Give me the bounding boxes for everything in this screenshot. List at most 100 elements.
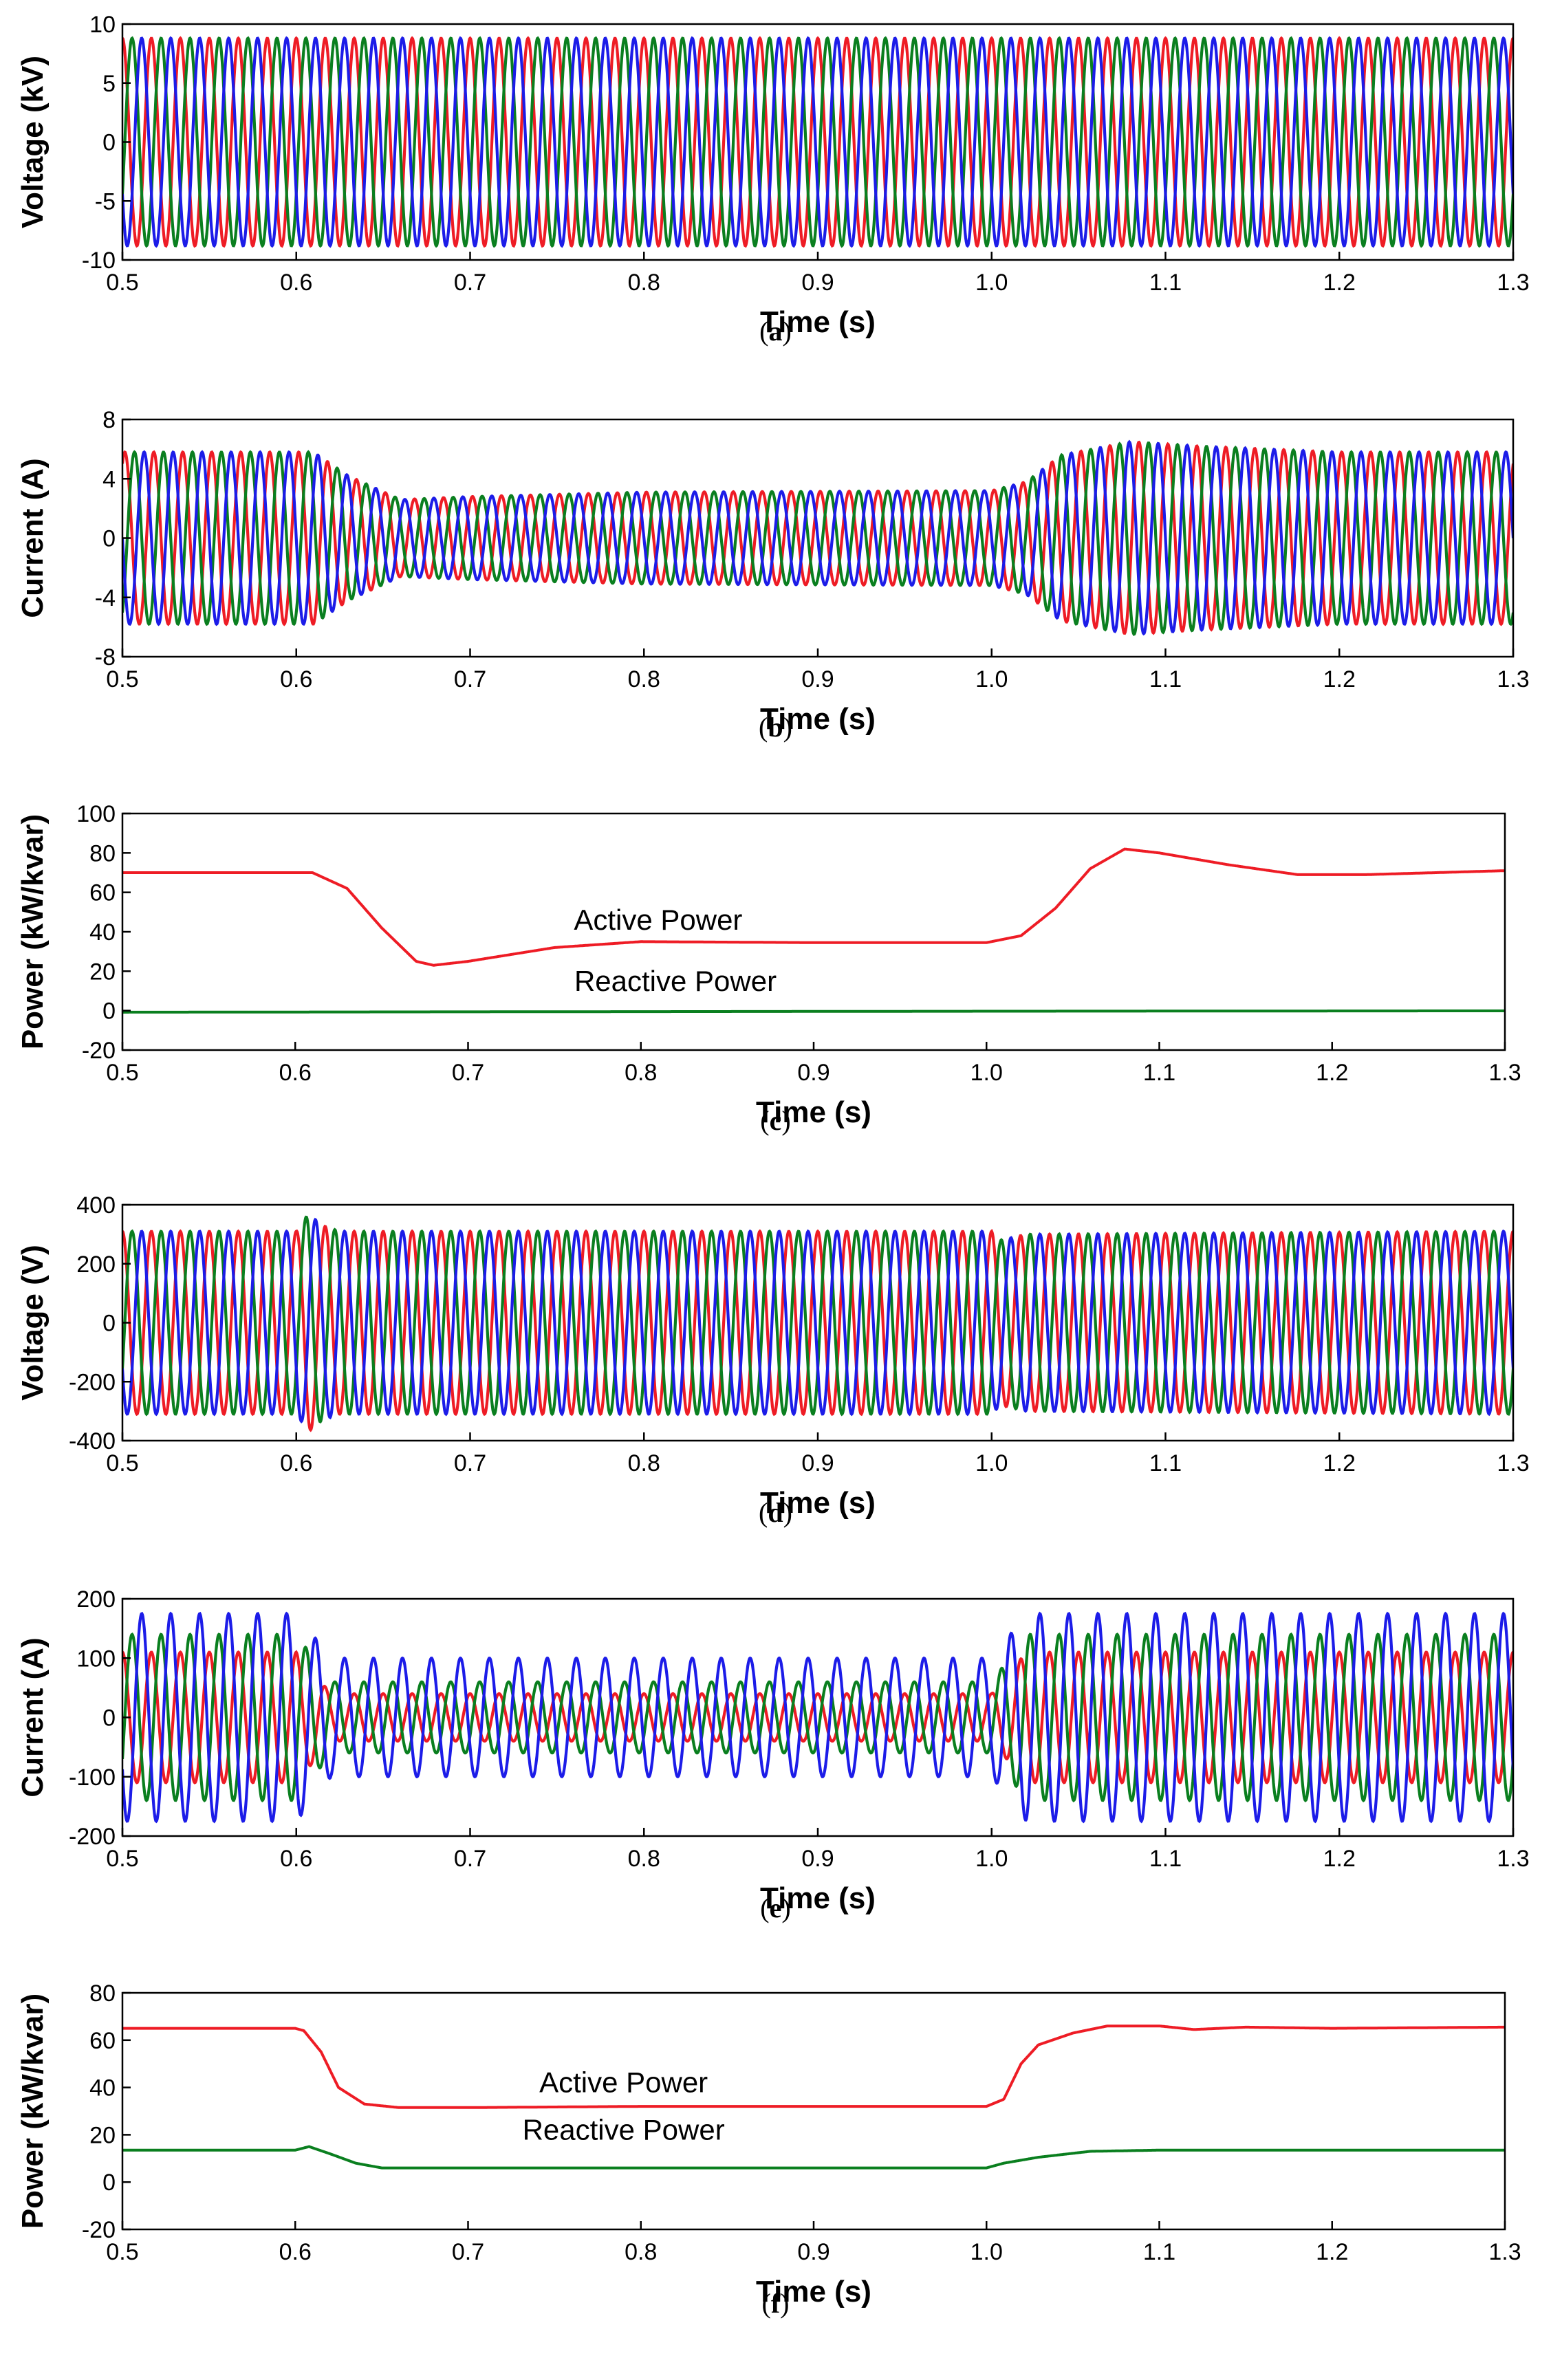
- x-tick-label: 1.3: [1497, 666, 1529, 692]
- chart-d: 0.5 0.6 0.7 0.8 0.9 1.0 1.1 1.2 1.3 400 200 0 -200 -4…: [16, 1192, 1530, 1520]
- x-axis-label: Time (s): [756, 1095, 871, 1129]
- caption-letter: b: [768, 712, 783, 743]
- x-tick-label: 0.6: [280, 1450, 312, 1476]
- y-tick-label: 60: [89, 880, 116, 906]
- x-tick-label: 0.6: [280, 1846, 312, 1872]
- x-tick-label: 0.8: [625, 2239, 657, 2265]
- caption-letter: c: [769, 1105, 782, 1136]
- series-group: [122, 36, 1513, 248]
- chart-a: 0.5 0.6 0.7 0.8 0.9 1.0 1.1 1.2 1.3 10 5 0 -5 -10 Time…: [16, 12, 1530, 339]
- caption-letter: d: [768, 1497, 783, 1528]
- x-axis-label: Time (s): [760, 702, 876, 736]
- x-axis-label: Time (s): [760, 1881, 876, 1915]
- x-tick-label: 0.9: [797, 2239, 829, 2265]
- caption-c: (c): [760, 1105, 791, 1136]
- series-line-phase-c: [122, 36, 1513, 248]
- x-tick-label: 1.2: [1323, 1846, 1356, 1872]
- y-tick-label: 10: [89, 12, 116, 38]
- series-line-active-power: [122, 2024, 1505, 2109]
- x-tick-label: 1.3: [1488, 1060, 1521, 1086]
- x-tick-label: 0.5: [106, 1450, 138, 1476]
- series-line-phase-c: [122, 439, 1513, 636]
- x-tick-label: 1.2: [1316, 2239, 1348, 2265]
- x-tick-label: 1.1: [1149, 1846, 1182, 1872]
- x-tick-label: 0.9: [797, 1060, 829, 1086]
- x-tick-label: 1.1: [1149, 1450, 1182, 1476]
- x-tick-label: 0.7: [454, 1846, 486, 1872]
- series-line-phase-a: [122, 1225, 1513, 1432]
- series-group: [122, 1215, 1513, 1432]
- series-line-active-power: [122, 847, 1505, 967]
- y-tick-label: 200: [76, 1252, 116, 1278]
- x-tick-label: 0.7: [452, 1060, 484, 1086]
- annotation-reactive-power: Reactive Power: [523, 2113, 725, 2146]
- x-tick-label: 0.6: [279, 2239, 312, 2265]
- caption-d: (d): [759, 1497, 792, 1528]
- annotation-reactive-power: Reactive Power: [574, 965, 777, 997]
- x-tick-label: 0.8: [628, 666, 660, 692]
- x-tick-label: 1.2: [1323, 666, 1356, 692]
- series-line-reactive-power: [122, 1009, 1505, 1014]
- chart-b: 0.5 0.6 0.7 0.8 0.9 1.0 1.1 1.2 1.3 8 4 0 -4 -8 Time (…: [16, 407, 1530, 736]
- x-tick-label: 1.3: [1488, 2239, 1521, 2265]
- x-tick-label: 1.2: [1323, 1450, 1356, 1476]
- x-tick-label: 0.8: [625, 1060, 657, 1086]
- chart-c: 0.5 0.6 0.7 0.8 0.9 1.0 1.1 1.2 1.3 100 80 60 40 20 0 -…: [16, 801, 1521, 1129]
- series-group: [122, 2024, 1505, 2170]
- y-axis-label: Voltage (V): [16, 1245, 50, 1401]
- x-tick-label: 0.6: [280, 666, 312, 692]
- x-tick-label: 0.9: [801, 1450, 834, 1476]
- x-tick-label: 0.7: [454, 1450, 486, 1476]
- series-line-phase-b: [122, 441, 1513, 637]
- y-tick-label: -20: [82, 1038, 116, 1064]
- series-group: [122, 1611, 1513, 1824]
- x-tick-label: 0.7: [454, 666, 486, 692]
- y-axis-label: Power (kW/kvar): [16, 1994, 50, 2229]
- x-tick-label: 0.8: [628, 1450, 660, 1476]
- y-tick-label: -20: [82, 2217, 116, 2243]
- y-tick-label: 8: [102, 407, 116, 433]
- caption-a: (a): [759, 316, 792, 347]
- y-tick-label: 0: [102, 1705, 116, 1732]
- y-tick-label: 100: [76, 1646, 116, 1672]
- x-tick-label: 0.7: [454, 270, 486, 296]
- annotation-active-power: Active Power: [539, 2066, 708, 2098]
- plot-frame: [121, 812, 1506, 1051]
- y-axis-label: Current (A): [16, 1637, 50, 1797]
- series-line-phase-c: [122, 1217, 1513, 1423]
- x-tick-label: 1.0: [970, 1060, 1003, 1086]
- x-tick-label: 1.3: [1497, 270, 1529, 296]
- y-tick-label: 40: [89, 2075, 116, 2101]
- x-tick-label: 1.1: [1143, 1060, 1175, 1086]
- y-tick-label: 0: [102, 526, 116, 552]
- y-axis-label: Current (A): [16, 458, 50, 618]
- y-tick-label: 80: [89, 840, 116, 866]
- x-tick-label: 0.8: [628, 270, 660, 296]
- y-tick-label: 40: [89, 919, 116, 946]
- x-tick-label: 0.5: [106, 270, 138, 296]
- x-tick-label: 0.6: [280, 270, 312, 296]
- x-tick-label: 1.0: [975, 1846, 1008, 1872]
- y-tick-label: -8: [95, 644, 116, 670]
- caption-letter: a: [768, 316, 783, 347]
- series-line-phase-a: [122, 1650, 1513, 1784]
- x-tick-label: 1.3: [1497, 1450, 1529, 1476]
- x-tick-label: 0.8: [628, 1846, 660, 1872]
- y-tick-label: -4: [95, 585, 116, 611]
- series-line-reactive-power: [122, 2145, 1505, 2170]
- y-tick-label: 0: [102, 2170, 116, 2196]
- x-axis-label: Time (s): [756, 2275, 871, 2308]
- x-tick-label: 1.2: [1316, 1060, 1348, 1086]
- x-tick-label: 1.0: [975, 270, 1008, 296]
- caption-e: (e): [760, 1892, 791, 1923]
- y-tick-label: 20: [89, 2122, 116, 2148]
- series-group: [122, 847, 1505, 1014]
- x-tick-label: 1.3: [1497, 1846, 1529, 1872]
- caption-letter: e: [769, 1892, 782, 1923]
- y-tick-label: 80: [89, 1980, 116, 2007]
- y-axis-label: Voltage (kV): [16, 56, 50, 228]
- x-tick-label: 0.9: [801, 270, 834, 296]
- x-tick-label: 1.1: [1149, 270, 1182, 296]
- caption-letter: f: [770, 2288, 781, 2319]
